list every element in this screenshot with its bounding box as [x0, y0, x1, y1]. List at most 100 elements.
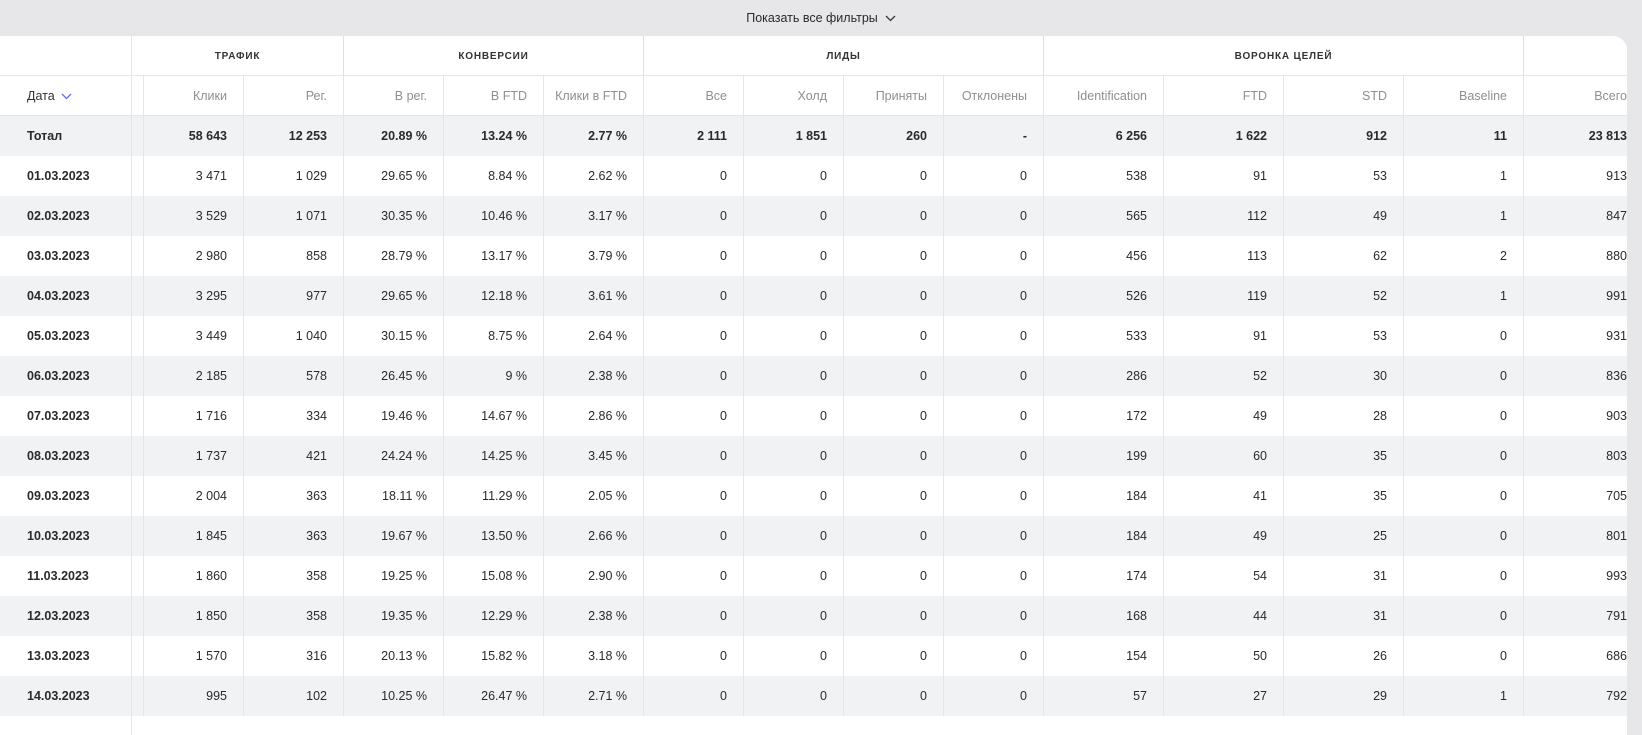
cell-leads-hold: 1 851: [743, 116, 843, 156]
column-header-clicks[interactable]: Клики: [143, 76, 243, 116]
cell-total: 991: [1523, 276, 1627, 316]
cell-leads-rejected: 0: [943, 596, 1043, 636]
cell-clicks-to-ftd: 2.77 %: [543, 116, 643, 156]
cell-ftd: 41: [1163, 476, 1283, 516]
cell-leads-rejected: 0: [943, 156, 1043, 196]
column-header-leads-all[interactable]: Все: [643, 76, 743, 116]
cell-leads-hold: 0: [743, 556, 843, 596]
cell-ftd-rate: 13.17 %: [443, 236, 543, 276]
cell-clicks-to-ftd: 2.38 %: [543, 596, 643, 636]
cell-registrations: 578: [243, 356, 343, 396]
column-header-ftd-rate[interactable]: В FTD: [443, 76, 543, 116]
cell-ftd-rate: 10.46 %: [443, 196, 543, 236]
cell-leads-all: 0: [643, 156, 743, 196]
cell-registrations: 358: [243, 556, 343, 596]
cell-identification: 533: [1043, 316, 1163, 356]
column-header-label: STD: [1362, 89, 1387, 103]
cell-ftd-rate: 12.29 %: [443, 596, 543, 636]
cell-clicks-to-ftd: 3.61 %: [543, 276, 643, 316]
column-header-label: В FTD: [490, 89, 527, 103]
column-header-reg-rate[interactable]: В рег.: [343, 76, 443, 116]
table-row: 01.03.2023 3 471 1 029 29.65 % 8.84 % 2.62 % 0…: [0, 156, 1627, 196]
show-all-filters-label: Показать все фильтры: [746, 11, 878, 25]
cell-clicks: 1 845: [143, 516, 243, 556]
column-header-date[interactable]: Дата: [0, 76, 131, 116]
cell-baseline: 1: [1403, 676, 1523, 716]
cell-std: 53: [1283, 316, 1403, 356]
cell-reg-rate: 30.35 %: [343, 196, 443, 236]
column-header-total[interactable]: Всего: [1523, 76, 1627, 116]
cell-baseline: 2: [1403, 236, 1523, 276]
table-row: 10.03.2023 1 845 363 19.67 % 13.50 % 2.66 % 0 0…: [0, 516, 1627, 556]
cell-clicks: 2 980: [143, 236, 243, 276]
cell-leads-all: 0: [643, 676, 743, 716]
cell-ftd-rate: 14.67 %: [443, 396, 543, 436]
cell-leads-all: 0: [643, 396, 743, 436]
cell-date: 11.03.2023: [27, 569, 89, 583]
cell-clicks-to-ftd: 2.71 %: [543, 676, 643, 716]
cell-ftd-rate: 26.47 %: [443, 676, 543, 716]
group-header-row: ТРАФИК КОНВЕРСИИ ЛИДЫ ВОРОНКА ЦЕЛЕЙ: [0, 36, 1627, 76]
column-header-clicks-to-ftd[interactable]: Клики в FTD: [543, 76, 643, 116]
cell-std: 912: [1283, 116, 1403, 156]
cell-leads-rejected: 0: [943, 516, 1043, 556]
vertical-scrollbar[interactable]: [1627, 36, 1642, 735]
cell-ftd: 50: [1163, 636, 1283, 676]
cell-leads-all: 0: [643, 316, 743, 356]
cell-leads-rejected: 0: [943, 476, 1043, 516]
cell-leads-hold: 0: [743, 316, 843, 356]
column-header-leads-accepted[interactable]: Приняты: [843, 76, 943, 116]
cell-leads-accepted: 0: [843, 356, 943, 396]
cell-reg-rate: 29.65 %: [343, 276, 443, 316]
cell-clicks-to-ftd: 2.05 %: [543, 476, 643, 516]
cell-total: 801: [1523, 516, 1627, 556]
cell-registrations: 421: [243, 436, 343, 476]
cell-registrations: 1 040: [243, 316, 343, 356]
cell-std: 31: [1283, 596, 1403, 636]
column-header-label: Все: [705, 89, 727, 103]
cell-ftd-rate: 14.25 %: [443, 436, 543, 476]
cell-date: 05.03.2023: [27, 329, 90, 343]
cell-total: 23 813: [1523, 116, 1627, 156]
cell-clicks-to-ftd: 3.79 %: [543, 236, 643, 276]
column-header-leads-hold[interactable]: Холд: [743, 76, 843, 116]
cell-ftd: 54: [1163, 556, 1283, 596]
cell-leads-rejected: 0: [943, 316, 1043, 356]
cell-registrations: 363: [243, 516, 343, 556]
cell-date: 04.03.2023: [27, 289, 90, 303]
cell-identification: 6 256: [1043, 116, 1163, 156]
column-header-identification[interactable]: Identification: [1043, 76, 1163, 116]
cell-ftd-rate: 9 %: [443, 356, 543, 396]
column-header-ftd[interactable]: FTD: [1163, 76, 1283, 116]
column-header-registrations[interactable]: Рег.: [243, 76, 343, 116]
cell-std: 49: [1283, 196, 1403, 236]
cell-ftd-rate: 11.29 %: [443, 476, 543, 516]
cell-clicks-to-ftd: 2.64 %: [543, 316, 643, 356]
cell-baseline: 1: [1403, 276, 1523, 316]
cell-total: 880: [1523, 236, 1627, 276]
cell-leads-hold: 0: [743, 676, 843, 716]
cell-leads-rejected: 0: [943, 636, 1043, 676]
cell-registrations: 358: [243, 596, 343, 636]
cell-clicks: 1 570: [143, 636, 243, 676]
cell-total: 931: [1523, 316, 1627, 356]
cell-clicks-to-ftd: 2.90 %: [543, 556, 643, 596]
scrollbar-thumb[interactable]: [1632, 40, 1638, 460]
cell-registrations: 858: [243, 236, 343, 276]
cell-total: 903: [1523, 396, 1627, 436]
table-row: 04.03.2023 3 295 977 29.65 % 12.18 % 3.61 % 0 0…: [0, 276, 1627, 316]
cell-registrations: 1 029: [243, 156, 343, 196]
cell-leads-all: 0: [643, 356, 743, 396]
column-header-baseline[interactable]: Baseline: [1403, 76, 1523, 116]
sort-chevron-down-icon[interactable]: [61, 93, 72, 100]
column-header-label: Baseline: [1459, 89, 1507, 103]
column-header-leads-rejected[interactable]: Отклонены: [943, 76, 1043, 116]
cell-clicks-to-ftd: 3.18 %: [543, 636, 643, 676]
cell-leads-rejected: 0: [943, 676, 1043, 716]
column-header-std[interactable]: STD: [1283, 76, 1403, 116]
show-all-filters-button[interactable]: Показать все фильтры: [0, 0, 1642, 36]
cell-std: 29: [1283, 676, 1403, 716]
cell-reg-rate: 30.15 %: [343, 316, 443, 356]
cell-clicks: 1 716: [143, 396, 243, 436]
cell-ftd-rate: 15.82 %: [443, 636, 543, 676]
